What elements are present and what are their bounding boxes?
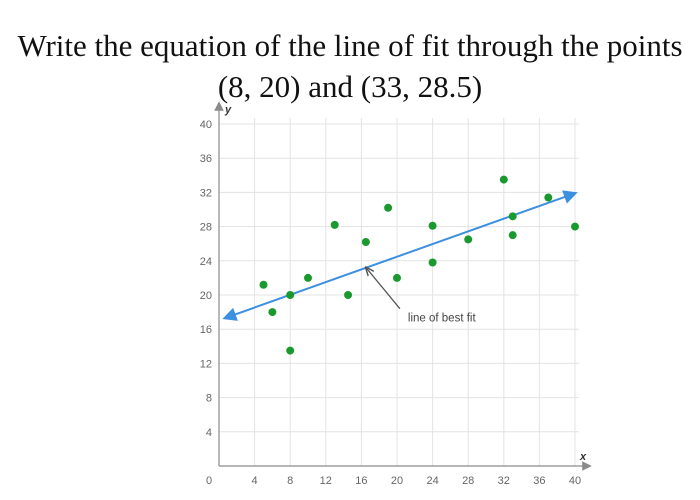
data-point [393, 273, 401, 282]
x-tick-label: 24 [426, 475, 438, 487]
x-axis-label: x [579, 451, 587, 463]
data-point [330, 220, 339, 229]
y-tick-label: 4 [206, 427, 212, 439]
data-point [286, 346, 295, 355]
x-tick-label: 32 [498, 475, 510, 487]
data-point [428, 221, 437, 230]
question-line-2: (8, 20) and (33, 28.5) [217, 69, 483, 104]
data-point [344, 291, 353, 299]
x-tick-label: 20 [391, 475, 403, 487]
question-line-1: Write the equation of the line of fit th… [17, 28, 683, 63]
x-tick-label: 8 [287, 475, 293, 487]
data-point [508, 212, 517, 221]
y-tick-label: 24 [200, 256, 212, 268]
y-tick-label: 28 [200, 222, 212, 234]
x-tick-label: 16 [355, 475, 367, 487]
x-tick-label: 4 [252, 475, 258, 487]
data-point [508, 231, 517, 240]
line-of-best-fit [222, 190, 578, 321]
data-point [361, 237, 370, 246]
data-point [286, 291, 295, 299]
y-tick-label: 12 [200, 358, 212, 370]
x-tick-label: 40 [569, 475, 581, 487]
y-tick-label: 20 [200, 290, 212, 302]
data-point [268, 308, 277, 317]
y-axis-label: y [224, 104, 232, 116]
data-point [464, 235, 473, 244]
y-tick-label: 32 [200, 187, 212, 199]
x-tick-label: 12 [320, 475, 332, 487]
data-point [428, 258, 437, 267]
annotation-pointer [366, 268, 401, 310]
data-point [384, 203, 393, 212]
data-point [259, 280, 268, 289]
x-tick-label: 36 [533, 475, 545, 487]
data-point [499, 175, 508, 184]
y-tick-label: 8 [206, 393, 212, 405]
y-tick-label: 16 [200, 324, 212, 336]
y-tick-label: 36 [200, 153, 212, 165]
y-tick-label: 40 [200, 119, 212, 131]
data-point [571, 222, 579, 231]
x-tick-label: 0 [206, 475, 212, 487]
annotation-label: line of best fit [408, 313, 477, 325]
data-point [544, 193, 553, 202]
x-tick-label: 28 [462, 475, 474, 487]
data-point [304, 273, 312, 282]
